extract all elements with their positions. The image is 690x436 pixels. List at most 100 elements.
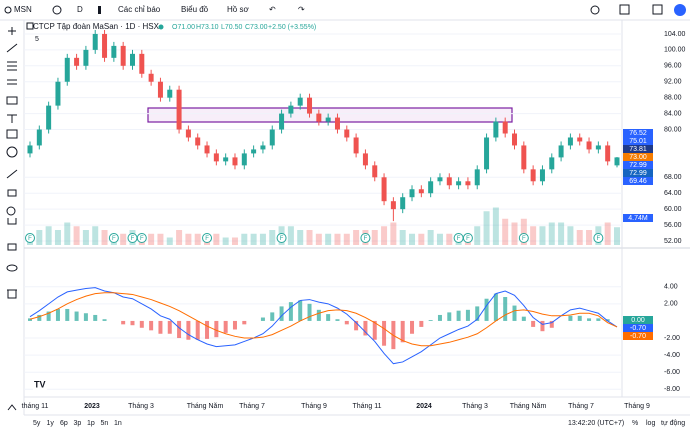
macd-histogram-bar [28,318,32,321]
volume-bar [474,226,481,245]
event-marker[interactable] [202,233,213,243]
event-marker-label: F [140,236,144,242]
symbol[interactable]: MSN [14,5,32,14]
lock-tool[interactable] [7,243,17,251]
macd-histogram-bar [298,300,303,321]
compare-icon[interactable] [52,5,62,15]
candle-body [334,117,340,130]
chart-type-button[interactable]: Biểu đồ [181,5,209,14]
volume-bar [558,222,565,245]
volume-bar [166,237,173,245]
event-marker[interactable] [25,233,35,243]
event-marker[interactable] [276,233,287,243]
macd-histogram-bar [167,320,172,334]
macd-histogram-bar [503,297,508,321]
magnet-tool[interactable] [7,218,17,225]
crosshair-tool[interactable] [8,27,16,35]
layers-tool[interactable] [7,404,17,411]
macd-histogram-bar [382,320,387,346]
macd-histogram-bar [149,320,154,331]
y-tick-label: 80.00 [664,126,682,133]
range-button[interactable]: 5y [33,420,41,427]
candle-body [129,53,135,66]
top-toolbar [0,0,690,20]
volume-bar [427,230,434,245]
interval[interactable]: D [77,5,83,14]
macd-histogram-bar [205,320,210,339]
percent-toggle[interactable]: % [632,420,638,427]
range-button[interactable]: 1n [114,420,122,427]
undo[interactable]: ↶ [269,5,276,14]
range-button[interactable]: 6p [60,420,68,427]
zoom-tool[interactable] [6,206,16,216]
brush-tool[interactable] [6,169,18,179]
measure-tool[interactable] [6,129,18,139]
volume-bar [381,226,388,245]
candle-body [586,141,592,150]
indicator-count[interactable]: 5 [35,36,39,43]
macd-histogram-bar [400,320,405,343]
event-marker[interactable] [518,233,529,243]
drawn-rectangle[interactable] [147,107,513,123]
macd-histogram-bar [568,315,573,321]
macd-tick-label: -8.00 [664,386,680,393]
clock: 13:42:20 (UTC+7) [568,420,624,427]
chart-title: CTCP Tập đoàn MaSan · 1D · HSX [33,22,160,31]
ruler-tool[interactable] [7,189,17,197]
text-tool[interactable] [7,114,17,123]
range-button[interactable]: 3p [74,420,82,427]
candle-body [195,137,201,146]
visibility-tool[interactable] [6,264,18,272]
volume-bar [604,222,611,245]
range-button[interactable]: 1p [87,420,95,427]
x-tick-label: Tháng 3 [462,403,488,410]
volume-bar [148,233,155,245]
profile-button[interactable]: Hồ sơ [227,5,249,14]
event-marker[interactable] [360,233,371,243]
channel-tool[interactable] [7,79,17,85]
event-marker[interactable] [108,233,119,243]
settings-icon[interactable] [619,4,630,15]
candle-body [595,145,601,150]
pattern-tool[interactable] [6,96,18,105]
candle-body [46,105,52,130]
volume-bar [269,230,276,245]
search-icon[interactable] [4,6,12,14]
macd-tick-label: 2.00 [664,301,678,308]
drawing-tools [6,27,18,411]
fullscreen-icon[interactable] [652,4,663,15]
volume-bar [548,222,555,245]
fib-tool[interactable] [7,61,17,71]
x-tick-label: Tháng 11 [352,403,381,410]
volume-label-box [623,214,653,222]
event-marker[interactable] [136,233,147,243]
candle-type-icon[interactable] [98,6,101,14]
collapse-icon[interactable] [26,22,34,30]
auto-toggle[interactable]: tự động [661,420,685,427]
x-tick-label: tháng 11 [22,403,49,410]
logo[interactable] [674,4,686,16]
trash-tool[interactable] [7,289,17,299]
macd-histogram-bar [354,320,359,331]
trendline-tool[interactable] [6,43,18,53]
candle-body [344,129,350,138]
volume-bar [101,230,108,245]
indicators-button[interactable]: Các chỉ báo [118,5,161,14]
redo[interactable]: ↷ [298,5,305,14]
legend-open: O71.00 [172,24,195,31]
candle-body [577,137,583,142]
volume-bar [325,233,332,245]
range-button[interactable]: 5n [101,420,109,427]
log-toggle[interactable]: log [646,420,655,427]
candle-body [27,145,33,154]
event-marker[interactable] [593,233,604,243]
volume-bar [390,222,397,245]
range-button[interactable]: 1y [47,420,55,427]
macd-histogram-bar [587,318,592,321]
macd-histogram-bar [232,320,237,330]
candle-body [102,33,108,58]
alert-icon[interactable] [590,5,600,15]
emoji-tool[interactable] [6,146,18,158]
event-marker[interactable] [462,233,473,243]
macd-histogram-bar [214,320,219,338]
